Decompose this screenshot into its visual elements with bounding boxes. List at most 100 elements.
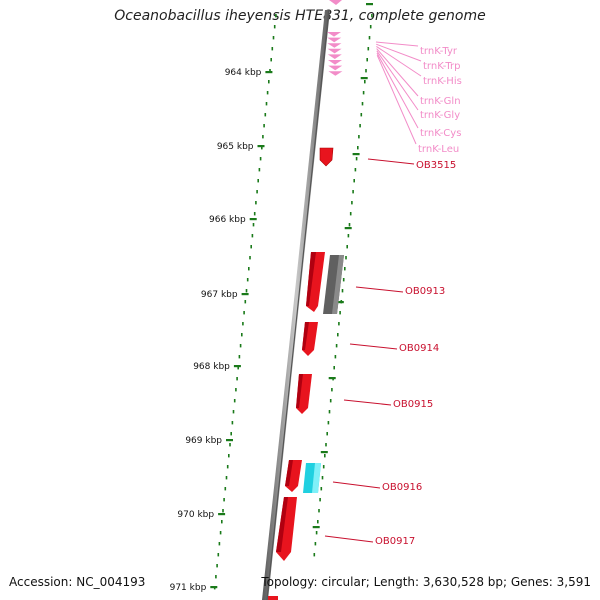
trna-feature[interactable] [328, 60, 342, 65]
minor-tick [317, 520, 319, 524]
minor-tick [342, 278, 345, 282]
minor-tick [232, 410, 235, 414]
kbp-label: 965 kbp [217, 142, 254, 152]
minor-tick [351, 201, 353, 205]
major-tick [233, 365, 241, 368]
minor-tick [357, 146, 359, 150]
minor-tick [263, 124, 265, 128]
trna-feature[interactable] [327, 43, 342, 48]
minor-tick [364, 80, 366, 84]
minor-tick [347, 234, 350, 238]
gene-label-ob3515[interactable]: OB3515 [416, 160, 456, 171]
trna-feature[interactable] [327, 54, 342, 59]
trna-feature[interactable] [327, 48, 342, 54]
minor-tick [333, 366, 335, 370]
minor-tick [261, 146, 263, 150]
minor-tick [257, 179, 259, 183]
page-title: Oceanobacillus iheyensis HTE831, complet… [114, 8, 486, 24]
minor-tick [319, 498, 321, 502]
trna-cluster [327, 0, 343, 76]
trna-feature[interactable] [327, 37, 342, 43]
major-tick [320, 451, 328, 454]
minor-tick [244, 300, 247, 304]
minor-tick [229, 443, 231, 447]
gene-label-ob0917[interactable]: OB0917 [375, 536, 415, 547]
minor-tick [371, 14, 373, 18]
trna-feature[interactable] [328, 65, 343, 71]
gene-label-ob0914[interactable]: OB0914 [399, 343, 439, 354]
kbp-label: 971 kbp [170, 583, 207, 593]
trna-label-tyr[interactable]: trnK-Tyr [420, 46, 458, 57]
gene-ob0916-shade [285, 460, 293, 486]
gene-partial [268, 596, 278, 600]
minor-tick [315, 531, 318, 535]
gene-label-ob0915[interactable]: OB0915 [393, 399, 433, 410]
kbp-label: 966 kbp [209, 215, 246, 225]
gene-ob0917-shade [276, 497, 288, 552]
minor-tick [223, 498, 225, 502]
minor-tick [361, 102, 364, 106]
scale-ticks-left [210, 14, 277, 590]
major-tick [328, 377, 336, 380]
trna-leader [376, 52, 419, 129]
minor-tick [320, 487, 323, 491]
trna-label-cys[interactable]: trnK-Cys [420, 128, 461, 139]
accession-text: Accession: NC_004193 [9, 575, 146, 589]
major-tick [249, 218, 257, 221]
major-tick [312, 526, 320, 529]
leader-ob0914 [349, 343, 398, 350]
major-tick [360, 77, 368, 80]
gene-label-ob0913[interactable]: OB0913 [405, 286, 445, 297]
minor-tick [271, 47, 274, 51]
trna-leader [376, 45, 422, 77]
minor-tick [346, 245, 348, 249]
minor-tick [259, 157, 262, 161]
minor-tick [256, 190, 258, 194]
minor-tick [235, 388, 237, 392]
kbp-labels: 964 kbp 965 kbp 966 kbp 967 kbp 968 kbp 969 k… [170, 68, 262, 593]
kbp-label: 968 kbp [193, 362, 230, 372]
trna-label-leu[interactable]: trnK-Leu [418, 144, 459, 155]
kbp-label: 964 kbp [225, 68, 262, 78]
minor-tick [215, 575, 217, 579]
minor-tick [338, 322, 340, 326]
minor-tick [255, 201, 257, 205]
minor-tick [335, 344, 338, 348]
minor-tick [249, 256, 251, 260]
major-tick [218, 513, 226, 516]
minor-tick [365, 69, 367, 73]
trna-leader-lines [375, 41, 422, 145]
minor-tick [352, 190, 354, 194]
minor-tick [358, 135, 360, 139]
trna-feature[interactable] [328, 71, 343, 76]
minor-tick [250, 245, 252, 249]
trna-label-gln[interactable]: trnK-Gln [420, 96, 461, 107]
trna-feature[interactable] [329, 0, 342, 5]
minor-tick [355, 157, 358, 161]
minor-tick [225, 476, 228, 480]
minor-tick [369, 25, 372, 29]
minor-tick [265, 102, 268, 106]
trna-feature[interactable] [327, 32, 341, 37]
trna-leader [375, 41, 419, 47]
trna-label-trp[interactable]: trnK-Trp [423, 61, 461, 72]
minor-tick [273, 25, 276, 29]
minor-tick [360, 113, 363, 117]
minor-tick [219, 531, 222, 535]
scale-ticks-right [312, 3, 373, 557]
trna-label-gly[interactable]: trnK-Gly [420, 110, 460, 121]
trna-leader [376, 48, 419, 97]
gene-ob3515[interactable] [319, 147, 334, 167]
minor-tick [228, 454, 230, 458]
major-tick [257, 145, 265, 148]
minor-tick [253, 212, 256, 216]
trna-label-his[interactable]: trnK-His [423, 76, 462, 87]
topology-text: Topology: circular; Length: 3,630,528 bp… [261, 575, 591, 589]
trna-leader [376, 43, 422, 62]
minor-tick [258, 168, 261, 172]
leader-ob3515 [367, 158, 415, 165]
gene-label-ob0916[interactable]: OB0916 [382, 482, 422, 493]
minor-tick [314, 542, 317, 546]
minor-tick [231, 421, 234, 425]
